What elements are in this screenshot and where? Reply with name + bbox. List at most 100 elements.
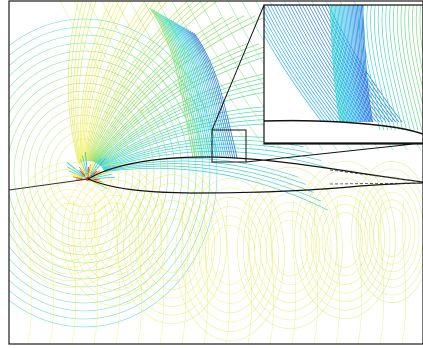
inset-shock-contour [355, 5, 367, 123]
inset-shock-contour [341, 5, 353, 123]
main-upper-contour-line [95, 46, 282, 163]
inset-blue-contour [318, 5, 393, 123]
left-arc-contour [9, 50, 190, 296]
stagnation-contour-line [79, 170, 86, 177]
inset-shock-contour [351, 5, 363, 123]
inset-airfoil-upper [264, 119, 423, 135]
inset-green-contour [400, 5, 423, 131]
inset-green-contour [358, 5, 381, 131]
main-frame [8, 0, 423, 345]
airfoil-lower-surface [87, 178, 423, 194]
main-upper-contour-line [86, 1, 168, 162]
inset-shock-contour [337, 5, 349, 123]
lower-field-contour [67, 171, 163, 299]
inset-shock-contour [354, 5, 366, 123]
stagnation-contour-line [80, 159, 88, 177]
upper-far-field-contour [143, 1, 240, 151]
left-arc-contour [9, 34, 204, 312]
left-arc-contour [27, 106, 141, 240]
stagnation-contour-line [92, 180, 107, 189]
inset-shock-contour [342, 5, 354, 123]
inset-blue-contour [264, 5, 339, 123]
inset-shock-contour [343, 5, 355, 123]
lower-field-contour [271, 219, 309, 277]
main-upper-contour-line [89, 1, 218, 162]
lower-field-contour [321, 203, 369, 277]
lower-strand-contour [357, 199, 362, 344]
lower-field-contour [37, 189, 103, 261]
lower-field-contour [117, 165, 227, 325]
inset-green-contour [373, 5, 396, 131]
left-arc-contour [9, 26, 211, 320]
inset-green-contour [377, 5, 400, 131]
stagnation-contour-line [78, 162, 88, 178]
lower-field-contour [62, 164, 168, 306]
lower-strand-contour [159, 199, 164, 344]
inset-blue-contour [270, 5, 345, 123]
left-arc-contour [13, 90, 155, 256]
stagnation-contour-line [89, 178, 101, 181]
lower-field-contour [242, 175, 338, 321]
upper-far-field-contour [129, 1, 226, 151]
inset-shock-contour [332, 5, 344, 123]
shock-contour-line [189, 30, 234, 159]
left-arc-contour [9, 82, 162, 264]
inset-green-contour [411, 5, 423, 92]
inset-green-contour [389, 5, 411, 131]
main-upper-contour-line [87, 1, 189, 162]
inset-shock-contour [345, 5, 357, 123]
lower-field-contour [85, 194, 145, 276]
shock-contour-line [149, 7, 194, 159]
airfoil-outline [9, 156, 423, 194]
lower-strand-contour [291, 199, 296, 344]
stagnation-contour-line [68, 170, 84, 178]
left-arc-contour [9, 18, 218, 328]
left-arc-contour [55, 138, 113, 208]
lower-strand-contour [269, 199, 274, 344]
lower-strand-contour [203, 199, 208, 344]
inset-blue-contour [286, 5, 361, 123]
shock-contour-line [158, 12, 202, 159]
shock-contour-line [155, 11, 200, 159]
inset-blue-contour [264, 16, 332, 123]
zoom-connector-bottom [245, 142, 423, 163]
inset-shock-contour [356, 5, 368, 123]
lower-field-contour [260, 202, 320, 294]
shock-contour-line [151, 8, 196, 159]
inset-green-contour [385, 5, 407, 131]
inset-shock-contour [338, 5, 350, 123]
main-upper-contour-line [93, 43, 260, 163]
inset-zoom-panel [263, 4, 423, 145]
stagnation-contour-line [89, 158, 106, 178]
lower-field-contour [299, 169, 391, 311]
inset-shock-contour [347, 5, 359, 123]
inset-blue-contour [273, 5, 348, 123]
inset-blue-contour [264, 34, 323, 123]
inset-airfoil-surface [264, 119, 423, 144]
upper-far-field-contour [115, 1, 212, 151]
stagnation-contour-line [90, 179, 103, 183]
inset-green-contour [392, 5, 415, 131]
main-upper-contour-line [94, 44, 271, 163]
inset-green-contour [419, 5, 423, 56]
lower-field-contour [175, 168, 285, 342]
inset-green-contour [381, 5, 404, 131]
main-upper-contour-line [73, 1, 88, 164]
lower-field-contour [351, 161, 423, 303]
inset-blue-contour [264, 10, 336, 123]
lower-strand-contour [71, 199, 76, 344]
lower-strand-contour [225, 199, 230, 344]
lower-field-contour [327, 212, 363, 268]
inset-green-contour [408, 5, 423, 107]
main-upper-contour-line [82, 1, 125, 162]
lower-field-contour [25, 175, 115, 275]
main-upper-contour-line [92, 15, 268, 162]
lower-field-contour [360, 176, 423, 288]
inset-shock-contour [333, 5, 345, 123]
inset-shock-contour [336, 5, 347, 123]
main-upper-contour-line [84, 1, 151, 162]
main-upper-contour-line [70, 1, 84, 164]
main-upper-contour-line [75, 1, 92, 163]
